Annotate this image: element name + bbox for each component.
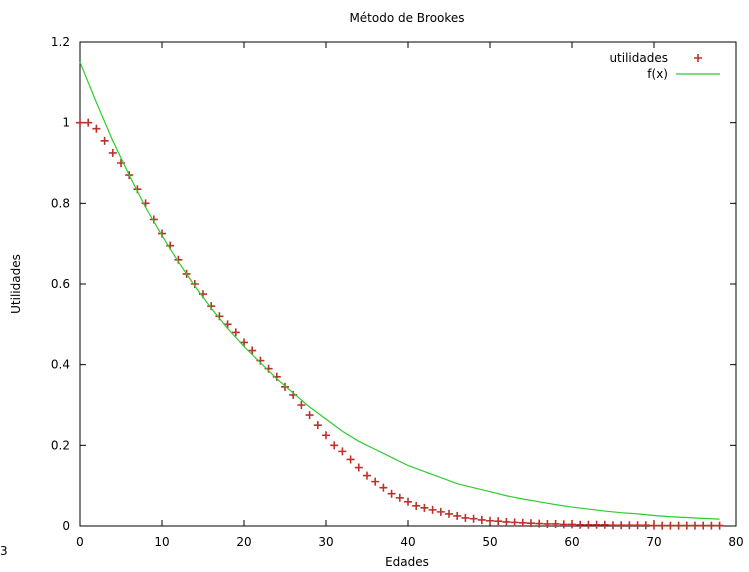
data-point-utilidades bbox=[486, 516, 494, 525]
data-point-utilidades bbox=[715, 521, 724, 530]
data-point-utilidades bbox=[322, 431, 330, 440]
data-point-utilidades bbox=[674, 521, 683, 530]
data-point-utilidades bbox=[453, 511, 462, 520]
x-tick-label: 10 bbox=[154, 535, 169, 549]
data-point-utilidades bbox=[108, 148, 117, 157]
data-point-utilidades bbox=[658, 521, 667, 530]
data-point-utilidades bbox=[363, 471, 371, 480]
data-point-utilidades bbox=[379, 483, 388, 492]
data-point-utilidades bbox=[559, 520, 568, 529]
x-tick-label: 70 bbox=[646, 535, 661, 549]
data-point-utilidades bbox=[633, 521, 642, 530]
data-point-utilidades bbox=[281, 382, 289, 391]
data-point-utilidades bbox=[436, 507, 445, 516]
data-point-utilidades bbox=[502, 517, 511, 526]
data-point-utilidades bbox=[707, 521, 716, 530]
data-point-utilidades bbox=[609, 521, 617, 530]
data-point-utilidades bbox=[371, 477, 380, 486]
y-axis-ticks: 0 0.2 0.4 0.6 0.8 1 1.2 bbox=[51, 35, 736, 533]
data-point-utilidades bbox=[551, 519, 560, 528]
data-point-utilidades bbox=[650, 521, 658, 530]
data-point-utilidades bbox=[297, 401, 306, 409]
data-point-utilidades bbox=[76, 118, 84, 127]
x-tick-label: 80 bbox=[728, 535, 743, 549]
data-point-utilidades bbox=[584, 520, 593, 529]
y-tick-label: 0.2 bbox=[51, 438, 70, 452]
data-point-utilidades bbox=[600, 520, 609, 529]
y-tick-label: 1.2 bbox=[51, 35, 70, 49]
data-point-utilidades bbox=[682, 521, 691, 530]
legend-label-utilidades: utilidades bbox=[609, 51, 668, 65]
data-point-utilidades bbox=[84, 118, 93, 127]
legend: utilidades f(x) bbox=[609, 51, 720, 81]
data-point-utilidades bbox=[387, 489, 396, 498]
x-axis-label: Edades bbox=[385, 555, 429, 569]
data-point-utilidades bbox=[330, 441, 339, 450]
data-point-utilidades bbox=[576, 520, 585, 529]
data-point-utilidades bbox=[445, 509, 453, 518]
y-tick-label: 0 bbox=[62, 519, 70, 533]
data-point-utilidades bbox=[313, 421, 322, 430]
data-point-utilidades bbox=[494, 517, 503, 526]
data-point-utilidades bbox=[248, 346, 257, 355]
data-point-utilidades bbox=[568, 520, 576, 529]
y-tick-label: 0.4 bbox=[51, 358, 70, 372]
series-line-fx bbox=[79, 61, 720, 520]
data-point-utilidades bbox=[404, 497, 412, 506]
data-point-utilidades bbox=[412, 501, 421, 510]
plot-frame bbox=[79, 41, 737, 527]
data-point-utilidades bbox=[395, 493, 404, 502]
x-tick-label: 20 bbox=[236, 535, 251, 549]
data-point-utilidades bbox=[617, 521, 626, 530]
data-point-utilidades bbox=[641, 521, 650, 530]
data-point-utilidades bbox=[346, 455, 355, 464]
data-point-utilidades bbox=[354, 463, 363, 472]
data-point-utilidades bbox=[527, 519, 535, 528]
y-tick-label: 0.8 bbox=[51, 196, 70, 210]
data-point-utilidades bbox=[592, 520, 601, 529]
data-point-utilidades bbox=[420, 503, 429, 512]
series-utilidades bbox=[76, 118, 724, 530]
data-point-utilidades bbox=[477, 515, 486, 524]
data-point-utilidades bbox=[100, 136, 109, 145]
x-tick-label: 40 bbox=[400, 535, 415, 549]
data-point-utilidades bbox=[305, 411, 314, 420]
x-tick-label: 60 bbox=[564, 535, 579, 549]
data-point-utilidades bbox=[428, 505, 437, 514]
data-point-utilidades bbox=[510, 518, 519, 527]
data-point-utilidades bbox=[240, 338, 248, 347]
legend-label-fx: f(x) bbox=[647, 67, 668, 81]
chart-title: Método de Brookes bbox=[349, 11, 464, 25]
data-point-utilidades bbox=[461, 513, 470, 522]
y-tick-label: 1 bbox=[62, 116, 70, 130]
data-point-utilidades bbox=[518, 518, 527, 527]
data-point-utilidades bbox=[691, 521, 699, 530]
data-point-utilidades bbox=[338, 447, 347, 456]
series-fx bbox=[79, 61, 720, 520]
data-point-utilidades bbox=[469, 514, 478, 523]
y-axis-label: Utilidades bbox=[9, 254, 23, 314]
edge-glyph: 3 bbox=[0, 544, 8, 558]
data-point-utilidades bbox=[699, 521, 708, 530]
x-tick-label: 30 bbox=[318, 535, 333, 549]
data-point-utilidades bbox=[535, 519, 544, 528]
y-tick-label: 0.6 bbox=[51, 277, 70, 291]
x-tick-label: 0 bbox=[76, 535, 84, 549]
x-axis-ticks: 0 10 20 30 40 50 60 70 80 bbox=[76, 42, 744, 549]
data-point-utilidades bbox=[666, 521, 675, 530]
data-point-utilidades bbox=[625, 521, 634, 530]
data-point-utilidades bbox=[231, 328, 240, 337]
x-tick-label: 50 bbox=[482, 535, 497, 549]
data-point-utilidades bbox=[543, 519, 552, 528]
data-point-utilidades bbox=[92, 124, 101, 133]
legend-marker-utilidades bbox=[694, 54, 702, 62]
